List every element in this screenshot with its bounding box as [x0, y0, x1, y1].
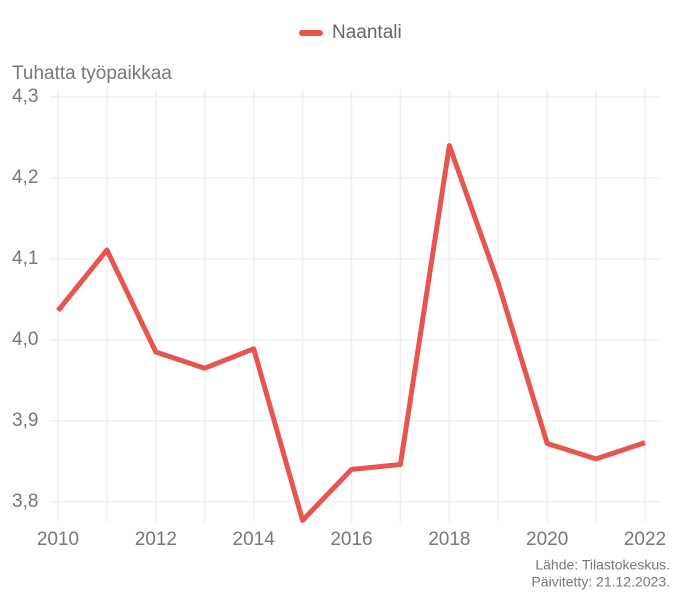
y-tick-label: 4,1	[12, 248, 38, 269]
x-tick-label: 2016	[330, 529, 372, 550]
legend-label: Naantali	[332, 22, 402, 43]
x-tick-label: 2012	[135, 529, 177, 550]
x-tick-label: 2020	[526, 529, 568, 550]
x-tick-label: 2010	[37, 529, 79, 550]
y-tick-label: 3,8	[12, 491, 38, 512]
y-tick-label: 4,0	[12, 329, 38, 350]
y-tick-label: 3,9	[12, 410, 38, 431]
y-tick-label: 4,2	[12, 167, 38, 188]
source: Lähde: Tilastokeskus.	[535, 557, 670, 573]
x-tick-label: 2018	[428, 529, 470, 550]
y-axis-label: Tuhatta työpaikkaa	[12, 63, 172, 84]
line	[56, 143, 646, 523]
x-tick-label: 2022	[624, 529, 666, 550]
y-tick-label: 4,3	[12, 86, 38, 107]
updated: Päivitetty: 21.12.2023.	[531, 574, 670, 590]
x-tick-label: 2014	[233, 529, 276, 550]
